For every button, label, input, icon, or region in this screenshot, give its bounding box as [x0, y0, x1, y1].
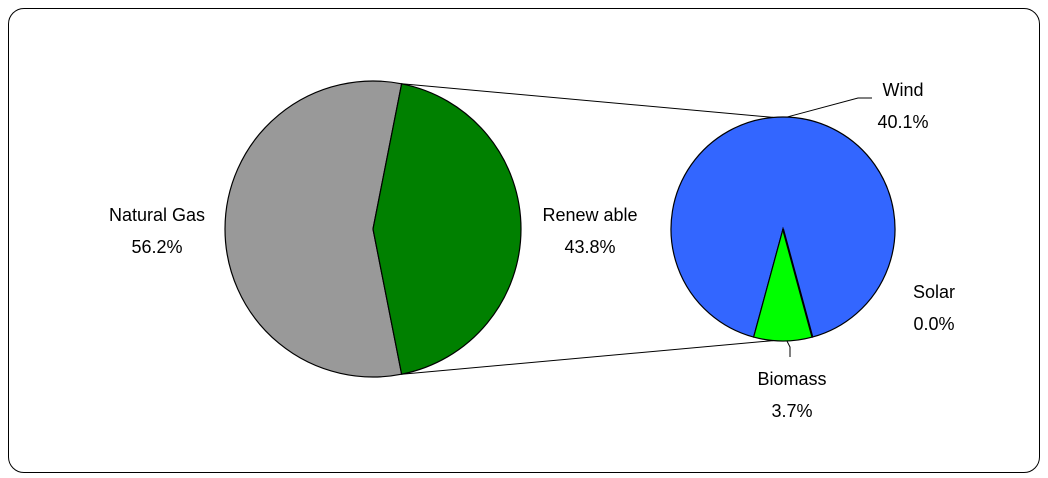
leader-lines — [786, 97, 872, 357]
label-solar-name: Solar — [913, 282, 955, 302]
slice-natural-gas — [224, 80, 403, 378]
leader-wind — [786, 97, 872, 118]
label-natural-gas-value: 56.2% — [131, 237, 182, 257]
slice-biomass — [752, 226, 814, 342]
label-natural-gas-name: Natural Gas — [109, 205, 205, 225]
label-biomass-value: 3.7% — [771, 401, 812, 421]
label-solar-value: 0.0% — [913, 314, 954, 334]
label-wind-name: Wind — [882, 80, 923, 100]
secondary-pie — [670, 116, 896, 342]
label-biomass-name: Biomass — [757, 369, 826, 389]
connector-top — [401, 83, 774, 118]
main-pie — [224, 80, 522, 378]
label-renewable-name: Renew able — [542, 205, 637, 225]
leader-biomass — [786, 340, 791, 357]
slice-renew-able — [372, 83, 522, 375]
connector-lines — [401, 83, 774, 375]
connector-bottom — [401, 340, 774, 375]
label-wind-value: 40.1% — [877, 112, 928, 132]
label-renewable-value: 43.8% — [564, 237, 615, 257]
